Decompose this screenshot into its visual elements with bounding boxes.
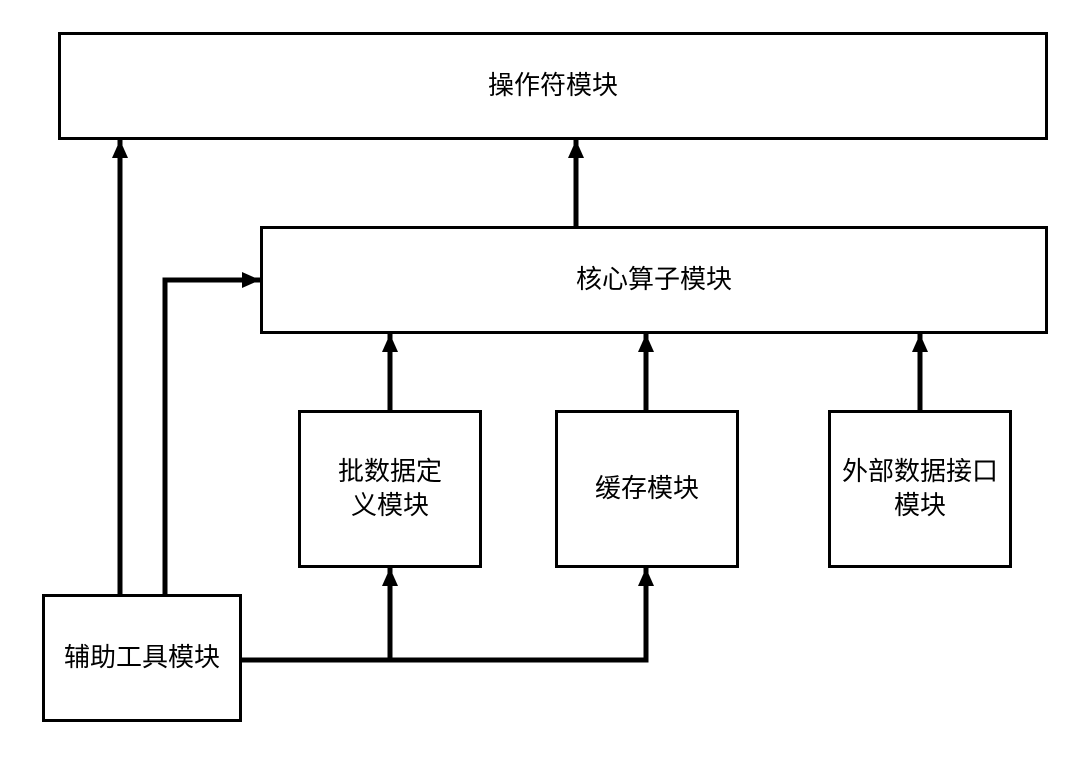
- node-core-label: 核心算子模块: [576, 263, 732, 297]
- node-aux: 辅助工具模块: [42, 594, 242, 722]
- node-aux-label: 辅助工具模块: [64, 641, 220, 675]
- node-operator: 操作符模块: [58, 32, 1048, 140]
- node-core: 核心算子模块: [260, 226, 1048, 334]
- node-external-label: 外部数据接口模块: [842, 455, 998, 523]
- node-operator-label: 操作符模块: [488, 69, 618, 103]
- node-cache-label: 缓存模块: [595, 472, 699, 506]
- diagram-canvas: 操作符模块 核心算子模块 批数据定义模块 缓存模块 外部数据接口模块 辅助工具模…: [0, 0, 1080, 767]
- node-cache: 缓存模块: [555, 410, 739, 568]
- node-external: 外部数据接口模块: [828, 410, 1012, 568]
- node-batch-label: 批数据定义模块: [338, 455, 442, 523]
- node-batch: 批数据定义模块: [298, 410, 482, 568]
